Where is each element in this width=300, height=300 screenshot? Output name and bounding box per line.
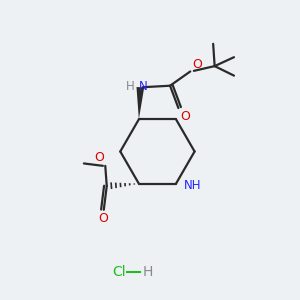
- Text: Cl: Cl: [112, 266, 126, 280]
- Text: N: N: [139, 80, 148, 93]
- Text: O: O: [180, 110, 190, 123]
- Text: O: O: [192, 58, 202, 70]
- Text: H: H: [126, 80, 135, 93]
- Text: H: H: [142, 266, 153, 280]
- Text: O: O: [94, 151, 104, 164]
- Text: NH: NH: [183, 178, 201, 192]
- Polygon shape: [136, 87, 144, 119]
- Text: O: O: [98, 212, 108, 225]
